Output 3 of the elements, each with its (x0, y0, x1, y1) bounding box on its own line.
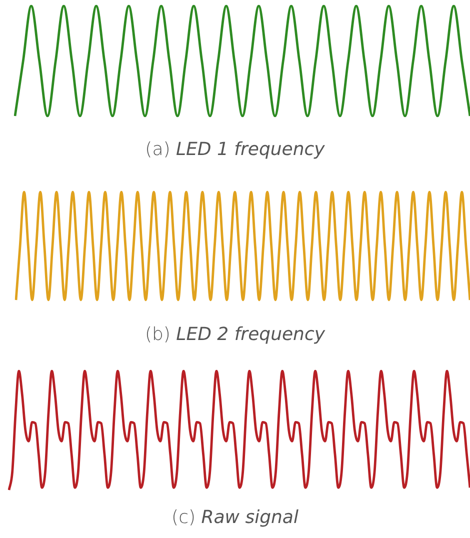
text: (c) Raw signal (172, 507, 298, 528)
text: (a) LED 1 frequency (145, 139, 325, 160)
text: (b) LED 2 frequency (144, 324, 326, 345)
